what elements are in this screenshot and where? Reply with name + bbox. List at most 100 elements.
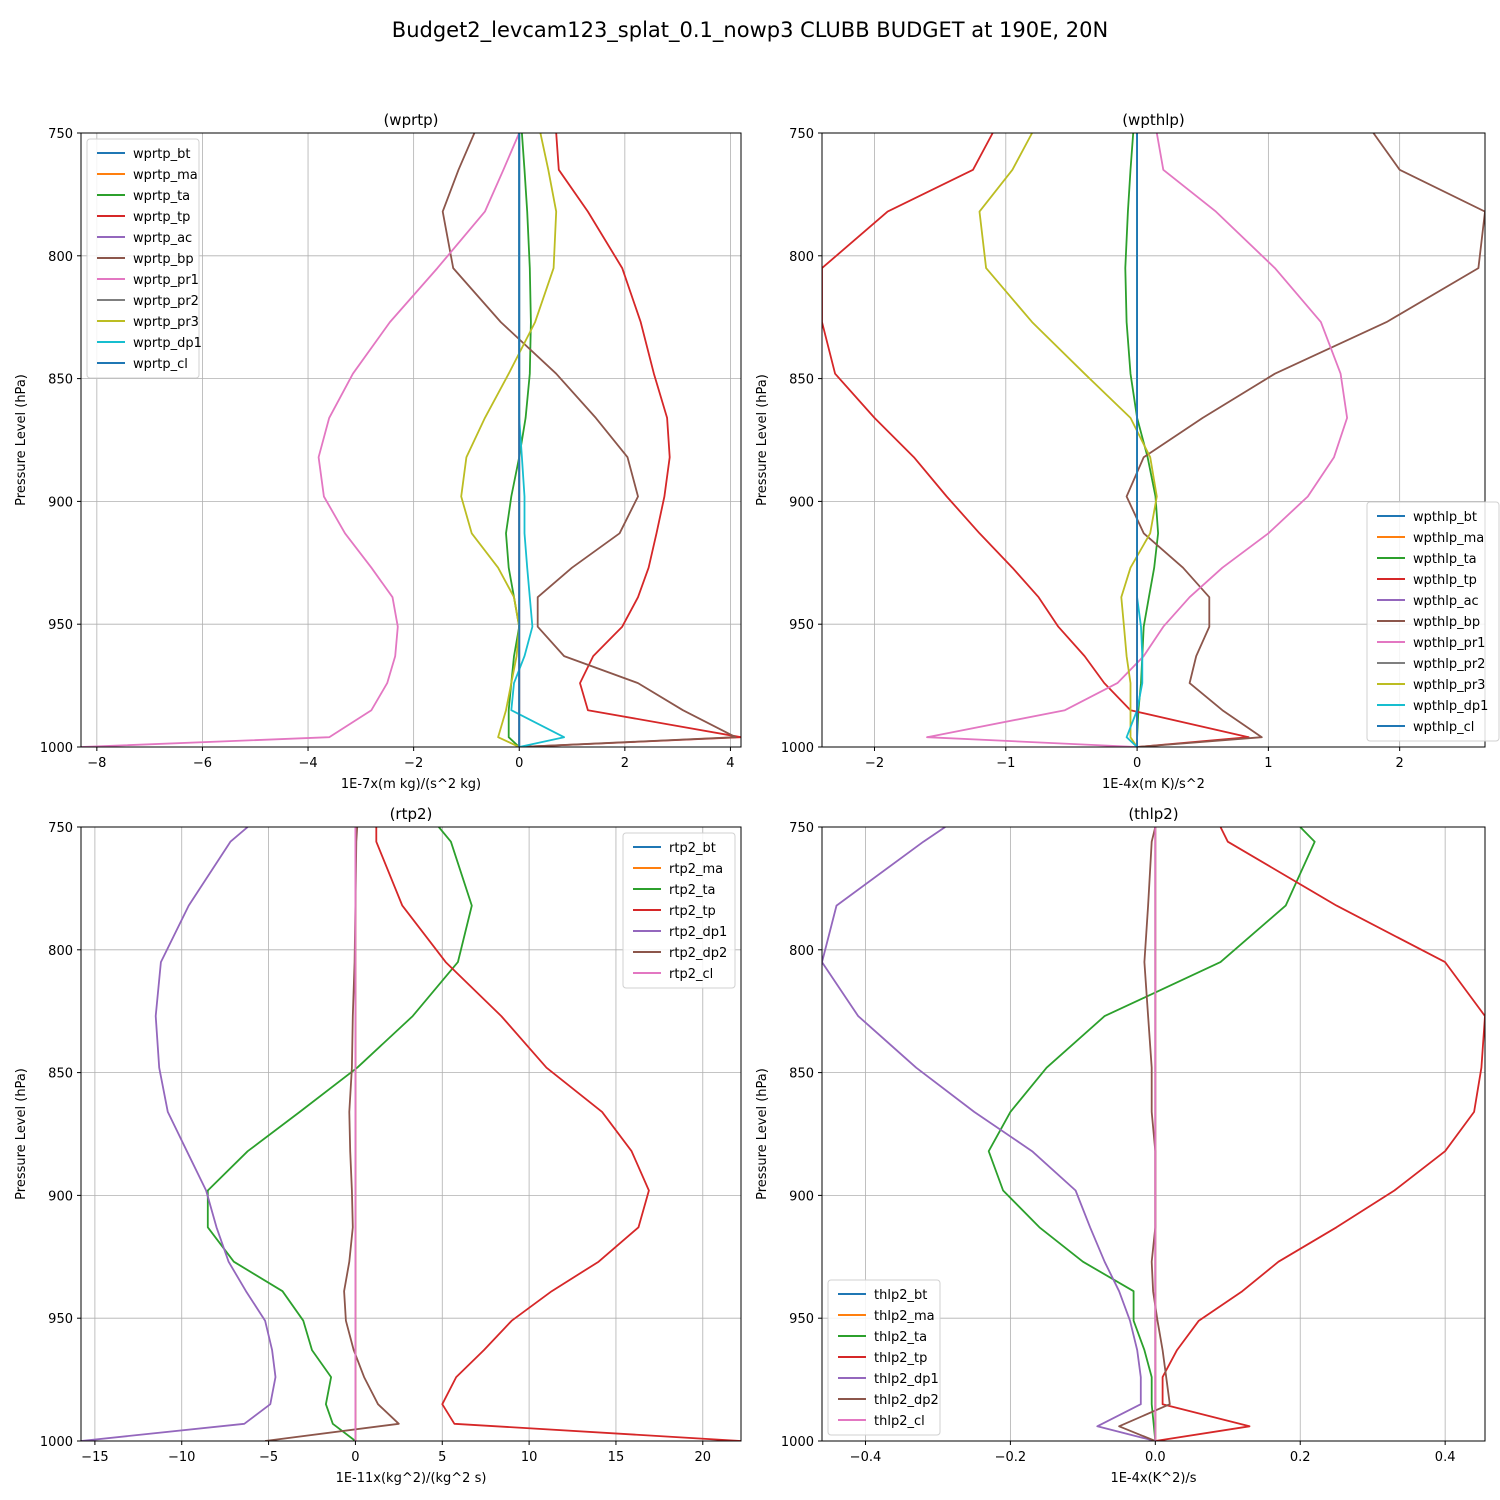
legend-label: wprtp_dp1 (133, 336, 202, 351)
series-line-wprtp_pr3 (460, 133, 558, 747)
y-tick-label: 800 (48, 250, 73, 265)
x-tick-label: 2 (1396, 756, 1404, 771)
series-line-rtp2_tp (375, 827, 741, 1441)
legend: rtp2_bt rtp2_ma rtp2_ta rtp2_tp rtp2_dp1 rtp2… (622, 832, 736, 989)
y-tick-label: 900 (48, 495, 73, 510)
series-line-rtp2_dp1 (81, 827, 277, 1441)
legend-box (86, 138, 200, 379)
y-tick-label: 850 (789, 373, 814, 388)
legend-label: wpthlp_ac (1413, 594, 1479, 609)
legend-label: rtp2_tp (669, 904, 716, 919)
legend-label: wprtp_pr2 (133, 294, 199, 309)
x-tick-label: 0 (515, 756, 523, 771)
legend-label: wprtp_ac (133, 231, 192, 246)
series-line-thlp2_tp (1155, 827, 1485, 1441)
series-line-wpthlp_pr3 (978, 133, 1158, 747)
legend-label: wpthlp_ta (1413, 552, 1477, 567)
legend-label: rtp2_bt (669, 841, 716, 856)
legend-label: wprtp_ma (133, 168, 198, 183)
panel-2: −15 −10 −5 0 5 10 15 20 750 800 850 900 950 1000 (rtp2… (14, 805, 742, 1486)
series-group (81, 827, 741, 1441)
x-tick-label: 2 (621, 756, 629, 771)
series-line-thlp2_dp1 (822, 827, 1156, 1441)
y-tick-label: 900 (789, 1189, 814, 1204)
y-axis-label: Pressure Level (hPa) (755, 374, 770, 506)
y-tick-label: 900 (789, 495, 814, 510)
y-tick-label: 950 (789, 618, 814, 633)
legend-label: rtp2_ma (669, 862, 723, 877)
legend-label: wprtp_tp (133, 210, 190, 225)
y-tick-label: 800 (789, 944, 814, 959)
x-tick-label: −6 (193, 756, 212, 771)
panel-3: −0.4 −0.2 0.0 0.2 0.4 750 800 850 900 950 1000 (thl… (755, 805, 1486, 1486)
plot-frame (80, 132, 742, 748)
series-line-wpthlp_bp (1125, 133, 1485, 747)
x-tick-label: −8 (87, 756, 106, 771)
y-tick-label: 950 (48, 1312, 73, 1327)
x-tick-label: −5 (259, 1450, 278, 1465)
x-tick-label: 5 (438, 1450, 446, 1465)
y-tick-label: 850 (789, 1067, 814, 1082)
panel-title: (rtp2) (390, 805, 433, 823)
plot-frame (80, 826, 742, 1442)
series-line-wprtp_tp (519, 133, 741, 747)
y-tick-label: 1000 (40, 1435, 73, 1450)
series-group (81, 133, 741, 747)
legend-label: wprtp_pr1 (133, 273, 199, 288)
series-line-thlp2_ta (987, 827, 1316, 1441)
y-tick-label: 900 (48, 1189, 73, 1204)
x-tick-label: 1 (1264, 756, 1272, 771)
legend-label: thlp2_dp2 (874, 1393, 939, 1408)
x-tick-label: 0.2 (1290, 1450, 1311, 1465)
x-axis-label: 1E-11x(kg^2)/(kg^2 s) (336, 1471, 487, 1486)
legend-label: wprtp_cl (133, 357, 188, 372)
legend-label: thlp2_ta (874, 1330, 927, 1345)
legend-label: rtp2_dp2 (669, 946, 727, 961)
series-line-rtp2_ta (206, 827, 473, 1441)
legend-label: thlp2_cl (874, 1414, 925, 1429)
x-tick-label: −0.2 (995, 1450, 1027, 1465)
x-tick-label: −1 (996, 756, 1015, 771)
legend-label: wprtp_bt (133, 147, 190, 162)
series-group (822, 827, 1485, 1441)
legend-box (827, 1279, 941, 1436)
x-axis-label: 1E-4x(K^2)/s (1110, 1471, 1196, 1486)
y-tick-label: 850 (48, 373, 73, 388)
x-tick-label: 4 (726, 756, 734, 771)
y-tick-label: 1000 (40, 741, 73, 756)
legend-label: thlp2_dp1 (874, 1372, 939, 1387)
panel-1: −2 −1 0 1 2 750 800 850 900 950 1000 (wpthlp) 1E-4x(… (755, 111, 1500, 792)
y-tick-label: 950 (48, 618, 73, 633)
panel-title: (wprtp) (383, 111, 438, 129)
legend-label: rtp2_dp1 (669, 925, 727, 940)
x-tick-label: 0 (351, 1450, 359, 1465)
legend-label: wprtp_ta (133, 189, 190, 204)
x-tick-label: 15 (608, 1450, 625, 1465)
figure-title: Budget2_levcam123_splat_0.1_nowp3 CLUBB … (392, 18, 1108, 43)
y-tick-label: 800 (789, 250, 814, 265)
y-axis-label: Pressure Level (hPa) (14, 374, 29, 506)
y-axis-label: Pressure Level (hPa) (755, 1068, 770, 1200)
y-tick-label: 1000 (781, 741, 814, 756)
x-tick-label: 0.4 (1435, 1450, 1456, 1465)
legend-label: rtp2_ta (669, 883, 716, 898)
panel-title: (wpthlp) (1122, 111, 1185, 129)
x-tick-label: −2 (404, 756, 423, 771)
series-group (822, 133, 1485, 747)
legend-box (1366, 501, 1500, 742)
legend: thlp2_bt thlp2_ma thlp2_ta thlp2_tp thlp2_dp… (827, 1279, 941, 1436)
y-tick-label: 1000 (781, 1435, 814, 1450)
legend-label: wpthlp_pr1 (1413, 636, 1485, 651)
legend-label: wprtp_bp (133, 252, 194, 267)
x-tick-label: 10 (521, 1450, 538, 1465)
legend-label: wpthlp_ma (1413, 531, 1484, 546)
legend-label: wpthlp_bp (1413, 615, 1480, 630)
legend-label: thlp2_tp (874, 1351, 927, 1366)
panel-grid: −8 −6 −4 −2 0 2 47508008509009501000(wprtp)1E-… (14, 111, 1500, 1486)
series-line-wprtp_bp (441, 133, 737, 747)
plot-frame (821, 132, 1486, 748)
legend-label: wprtp_pr3 (133, 315, 199, 330)
y-tick-label: 750 (789, 127, 814, 142)
